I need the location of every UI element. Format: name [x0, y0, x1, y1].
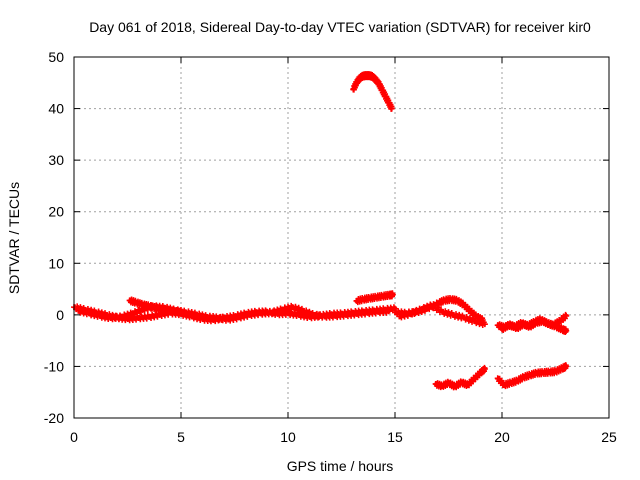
data-point: [385, 308, 392, 315]
y-axis-label: SDTVAR / TECUs: [6, 182, 22, 294]
x-tick-label: 0: [70, 429, 78, 445]
y-tick-label: -20: [44, 410, 64, 426]
series-low-20-23h: [494, 362, 570, 390]
series-mid-20-23h-b: [499, 311, 570, 333]
y-tick-label: 40: [48, 101, 64, 117]
data-point: [178, 309, 184, 316]
x-axis-label: GPS time / hours: [287, 458, 394, 474]
data-point: [563, 363, 570, 370]
x-tick-label: 10: [280, 429, 296, 445]
chart-title: Day 061 of 2018, Sidereal Day-to-day VTE…: [89, 19, 591, 35]
y-tick-label: -10: [44, 358, 64, 374]
data-point: [563, 312, 570, 319]
x-tick-label: 5: [177, 429, 185, 445]
x-tick-label: 20: [494, 429, 510, 445]
y-tick-label: 0: [56, 307, 64, 323]
y-tick-label: 20: [48, 204, 64, 220]
data-point: [388, 105, 395, 112]
x-tick-label: 15: [387, 429, 403, 445]
y-tick-label: 30: [48, 152, 64, 168]
series-early-band-b: [75, 302, 392, 324]
series-band-16-19h: [396, 301, 488, 329]
plot-frame: [73, 56, 610, 419]
data-points: [71, 71, 570, 391]
y-tick-label: 10: [48, 255, 64, 271]
data-point: [563, 327, 570, 334]
series-low-17-19h: [432, 364, 488, 391]
data-point: [481, 321, 488, 328]
series-plume-13-15h: [350, 71, 395, 112]
y-tick-label: 50: [48, 49, 64, 65]
x-tick-label: 25: [601, 429, 617, 445]
series-bump-14h: [353, 290, 396, 306]
axis-ticks: 0 5 10 15 20 25 -20 -10 0 10 20 30 40 50: [44, 49, 617, 445]
grid: [74, 57, 609, 418]
data-point: [389, 291, 396, 298]
series-ridge-2-4h: [126, 296, 184, 317]
data-point: [481, 366, 488, 373]
